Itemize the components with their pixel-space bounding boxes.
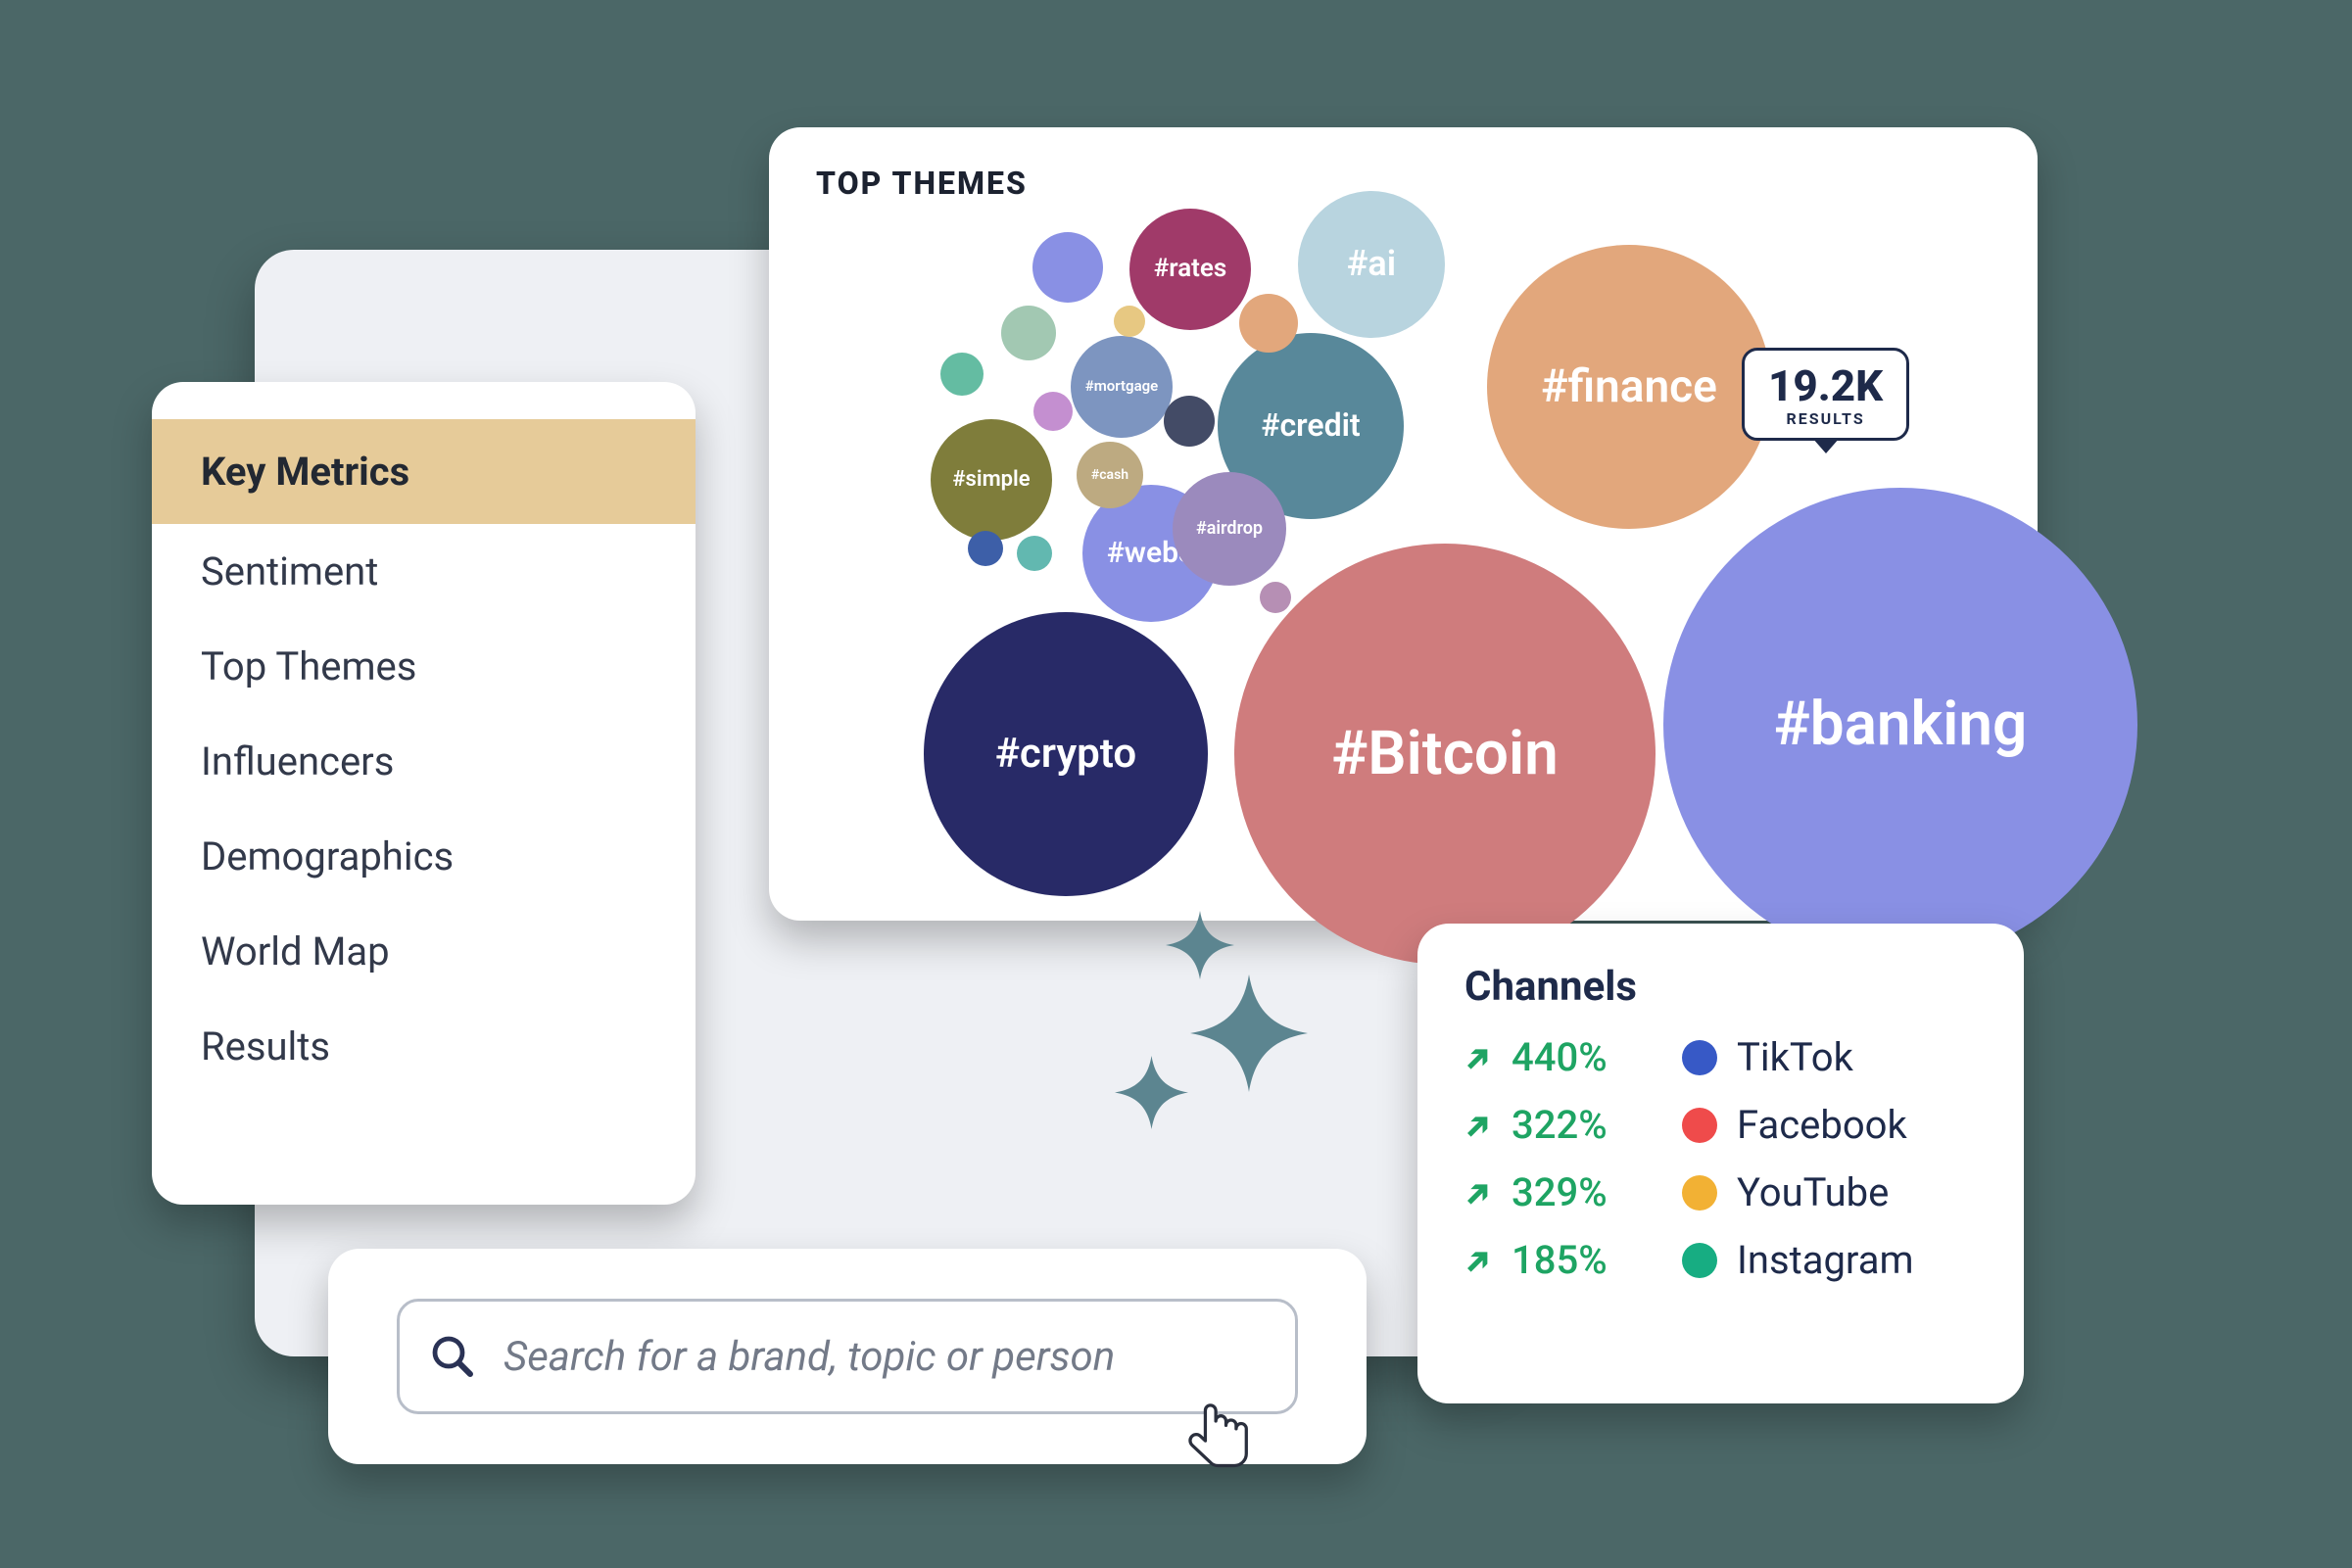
bubble-dot xyxy=(940,353,984,396)
channels-card: Channels ➔440%TikTok➔322%Facebook➔329%Yo… xyxy=(1417,924,2024,1403)
sparkle-icon xyxy=(1115,1056,1188,1129)
bubble-dot xyxy=(1164,396,1215,447)
channel-name: YouTube xyxy=(1737,1169,1889,1215)
bubble-dot xyxy=(1001,306,1056,360)
sparkle-icon xyxy=(1166,911,1234,979)
channel-row-tiktok[interactable]: ➔440%TikTok xyxy=(1464,1034,1977,1080)
bubble-mortgage[interactable]: #mortgage xyxy=(1071,336,1173,438)
bubble-dot xyxy=(1239,294,1298,353)
channel-pct: 185% xyxy=(1512,1237,1658,1283)
results-callout: 19.2K RESULTS xyxy=(1742,348,1909,441)
trend-up-icon: ➔ xyxy=(1454,1098,1505,1149)
channel-row-instagram[interactable]: ➔185%Instagram xyxy=(1464,1237,1977,1283)
bubble-rates[interactable]: #rates xyxy=(1129,209,1251,330)
trend-up-icon: ➔ xyxy=(1454,1165,1505,1216)
bubble-simple[interactable]: #simple xyxy=(931,419,1052,541)
search-icon xyxy=(429,1333,476,1380)
channel-pct: 322% xyxy=(1512,1102,1658,1148)
bubble-Bitcoin[interactable]: #Bitcoin xyxy=(1234,544,1656,965)
channel-color-dot xyxy=(1682,1243,1717,1278)
bubble-crypto[interactable]: #crypto xyxy=(924,612,1208,896)
trend-up-icon: ➔ xyxy=(1454,1233,1505,1284)
search-placeholder: Search for a brand, topic or person xyxy=(504,1333,1115,1381)
channel-row-facebook[interactable]: ➔322%Facebook xyxy=(1464,1102,1977,1148)
bubble-dot xyxy=(1114,306,1145,337)
channel-color-dot xyxy=(1682,1175,1717,1211)
channel-pct: 440% xyxy=(1512,1034,1658,1080)
bubble-finance[interactable]: #finance xyxy=(1487,245,1771,529)
channels-title: Channels xyxy=(1464,963,1977,1011)
bubble-dot xyxy=(1017,536,1052,571)
channel-row-youtube[interactable]: ➔329%YouTube xyxy=(1464,1169,1977,1215)
bubble-dot xyxy=(1260,582,1291,613)
channel-pct: 329% xyxy=(1512,1169,1658,1215)
trend-up-icon: ➔ xyxy=(1454,1030,1505,1081)
callout-label: RESULTS xyxy=(1768,409,1883,428)
bubble-dot xyxy=(1033,392,1073,431)
search-input[interactable]: Search for a brand, topic or person xyxy=(397,1299,1298,1414)
channel-color-dot xyxy=(1682,1108,1717,1143)
callout-value: 19.2K xyxy=(1768,364,1883,407)
channel-name: Instagram xyxy=(1737,1237,1914,1283)
bubble-ai[interactable]: #ai xyxy=(1298,191,1445,338)
channel-name: Facebook xyxy=(1737,1102,1907,1148)
channel-color-dot xyxy=(1682,1040,1717,1075)
bubble-dot xyxy=(1032,232,1103,303)
cursor-hand-icon xyxy=(1176,1391,1269,1484)
bubble-cash[interactable]: #cash xyxy=(1077,442,1143,508)
bubble-banking[interactable]: #banking xyxy=(1663,488,2137,962)
sparkle-icon xyxy=(1190,974,1308,1092)
bubble-airdrop[interactable]: #airdrop xyxy=(1173,472,1286,586)
channel-name: TikTok xyxy=(1737,1034,1853,1080)
bubble-dot xyxy=(968,531,1003,566)
